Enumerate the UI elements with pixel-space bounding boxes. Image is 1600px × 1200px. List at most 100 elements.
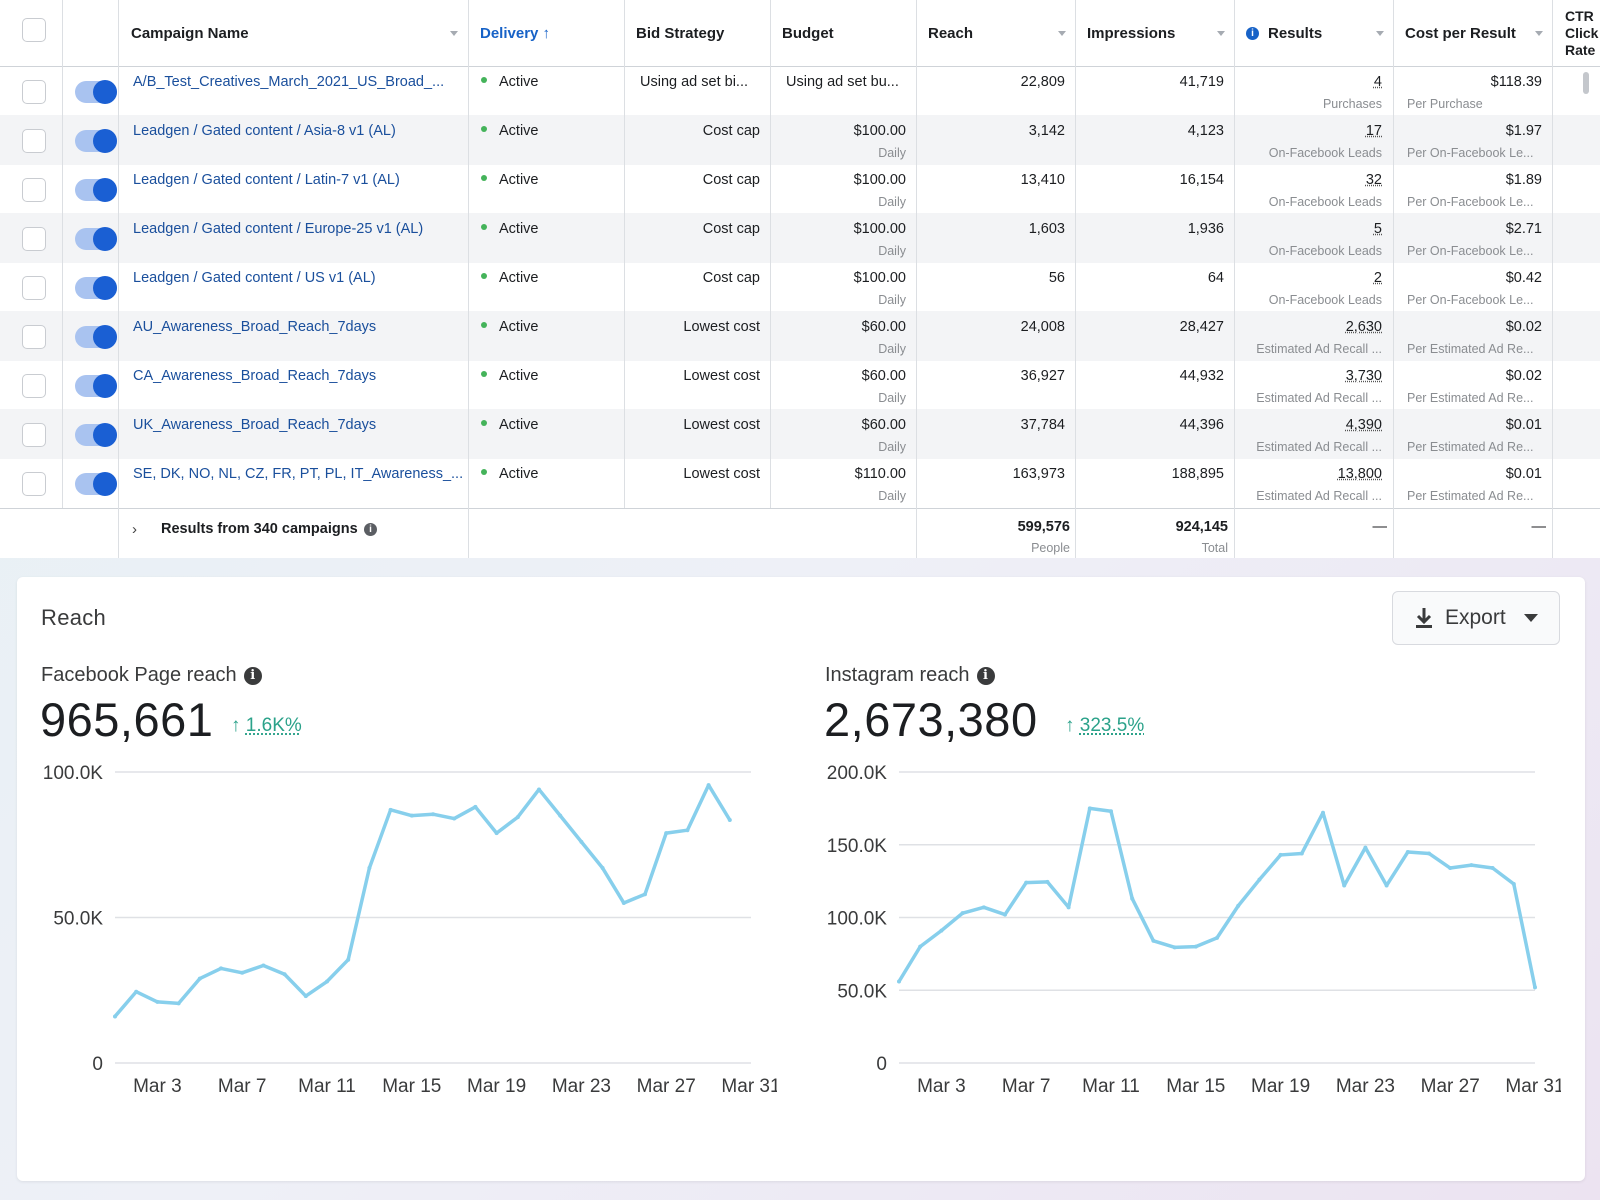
data-point[interactable] [346, 957, 351, 962]
campaign-name-link[interactable]: A/B_Test_Creatives_March_2021_US_Broad_.… [133, 74, 445, 90]
table-row[interactable]: CA_Awareness_Broad_Reach_7days Active Lowe… [0, 360, 1600, 410]
data-point[interactable] [219, 966, 223, 971]
data-point[interactable] [1130, 896, 1135, 901]
data-point[interactable] [1321, 810, 1325, 815]
data-point[interactable] [388, 807, 393, 812]
table-row[interactable]: SE, DK, NO, NL, CZ, FR, PT, PL, IT_Aware… [0, 458, 1600, 508]
results-value[interactable]: 2,630 [1345, 319, 1382, 335]
data-point[interactable] [1299, 851, 1304, 856]
row-checkbox[interactable] [22, 325, 46, 349]
table-row[interactable]: UK_Awareness_Broad_Reach_7days Active Lowe… [0, 409, 1600, 459]
data-point[interactable] [431, 812, 435, 817]
data-point[interactable] [1511, 882, 1516, 887]
results-value[interactable]: 2 [1373, 270, 1382, 286]
data-point[interactable] [1045, 879, 1050, 884]
column-header-ctr[interactable]: CTR Click Rate [1565, 8, 1599, 58]
data-point[interactable] [113, 1014, 117, 1019]
results-value[interactable]: 17 [1365, 123, 1382, 139]
campaign-toggle[interactable] [75, 178, 117, 202]
column-header-cost-per-result[interactable]: Cost per Result [1405, 24, 1516, 42]
data-point[interactable] [1490, 866, 1495, 871]
data-point[interactable] [1215, 935, 1219, 940]
data-point[interactable] [1151, 938, 1156, 943]
data-point[interactable] [1066, 905, 1071, 910]
data-point[interactable] [918, 944, 923, 949]
export-button[interactable]: Export [1392, 591, 1560, 645]
campaign-name-link[interactable]: AU_Awareness_Broad_Reach_7days [133, 319, 377, 335]
data-point[interactable] [303, 994, 308, 999]
campaign-toggle[interactable] [75, 80, 117, 104]
data-point[interactable] [685, 828, 690, 833]
table-row[interactable]: Leadgen / Gated content / Asia-8 v1 (AL)… [0, 115, 1600, 165]
sort-caret-icon[interactable] [1217, 31, 1225, 36]
data-point[interactable] [452, 816, 457, 821]
data-point[interactable] [155, 999, 160, 1004]
campaign-name-link[interactable]: CA_Awareness_Broad_Reach_7days [133, 368, 377, 384]
row-checkbox[interactable] [22, 129, 46, 153]
data-point[interactable] [558, 813, 563, 818]
table-row[interactable]: AU_Awareness_Broad_Reach_7days Active Lowe… [0, 311, 1600, 361]
column-header-delivery[interactable]: Delivery ↑ [480, 24, 551, 42]
info-icon[interactable]: i [364, 523, 377, 536]
results-value[interactable]: 4 [1373, 74, 1382, 90]
campaign-toggle[interactable] [75, 472, 117, 496]
data-point[interactable] [1342, 883, 1347, 888]
column-header-campaign-name[interactable]: Campaign Name [131, 24, 249, 42]
data-point[interactable] [664, 831, 669, 836]
column-header-budget[interactable]: Budget [782, 24, 834, 42]
campaign-toggle[interactable] [75, 374, 117, 398]
data-point[interactable] [1003, 912, 1007, 917]
data-point[interactable] [1024, 880, 1029, 885]
data-point[interactable] [1257, 877, 1262, 882]
sort-caret-icon[interactable] [450, 31, 458, 36]
sort-caret-icon[interactable] [1376, 31, 1384, 36]
data-point[interactable] [1236, 903, 1241, 908]
campaign-toggle[interactable] [75, 423, 117, 447]
column-header-bid-strategy[interactable]: Bid Strategy [636, 24, 725, 42]
campaign-name-link[interactable]: SE, DK, NO, NL, CZ, FR, PT, PL, IT_Aware… [133, 466, 464, 482]
campaign-name-link[interactable]: Leadgen / Gated content / Asia-8 v1 (AL) [133, 123, 396, 139]
data-point[interactable] [240, 970, 245, 975]
data-point[interactable] [176, 1001, 181, 1006]
campaign-name-link[interactable]: UK_Awareness_Broad_Reach_7days [133, 417, 377, 433]
data-point[interactable] [261, 963, 266, 968]
vertical-scrollbar[interactable] [1583, 72, 1589, 94]
info-icon[interactable]: i [976, 666, 995, 685]
series-line[interactable] [113, 783, 732, 1019]
table-row[interactable]: Leadgen / Gated content / US v1 (AL) Acti… [0, 262, 1600, 312]
row-checkbox[interactable] [22, 178, 46, 202]
campaign-toggle[interactable] [75, 227, 117, 251]
results-value[interactable]: 5 [1373, 221, 1382, 237]
data-point[interactable] [579, 839, 584, 844]
data-point[interactable] [1087, 806, 1092, 811]
column-header-reach[interactable]: Reach [928, 24, 974, 42]
info-icon[interactable]: i [243, 666, 262, 685]
data-point[interactable] [1193, 944, 1198, 949]
results-value[interactable]: 3,730 [1345, 368, 1382, 384]
row-checkbox[interactable] [22, 374, 46, 398]
series-line[interactable] [897, 806, 1537, 990]
data-point[interactable] [1172, 945, 1177, 950]
data-point[interactable] [960, 911, 965, 916]
data-point[interactable] [1533, 985, 1537, 990]
data-point[interactable] [325, 979, 329, 984]
row-checkbox[interactable] [22, 227, 46, 251]
data-point[interactable] [197, 976, 202, 981]
data-point[interactable] [600, 866, 605, 871]
campaign-name-link[interactable]: Leadgen / Gated content / Latin-7 v1 (AL… [133, 172, 400, 188]
data-point[interactable] [134, 989, 139, 994]
row-checkbox[interactable] [22, 80, 46, 104]
column-header-results[interactable]: i Results [1246, 0, 1322, 66]
data-point[interactable] [1109, 809, 1113, 814]
campaign-toggle[interactable] [75, 325, 117, 349]
data-point[interactable] [1278, 852, 1283, 857]
data-point[interactable] [515, 815, 520, 820]
data-point[interactable] [1384, 883, 1389, 888]
campaign-name-link[interactable]: Leadgen / Gated content / Europe-25 v1 (… [133, 221, 424, 237]
chevron-right-icon[interactable]: › [132, 521, 137, 538]
data-point[interactable] [1469, 863, 1474, 868]
data-point[interactable] [537, 787, 541, 792]
data-point[interactable] [939, 928, 944, 933]
sort-caret-icon[interactable] [1535, 31, 1543, 36]
data-point[interactable] [494, 831, 499, 836]
